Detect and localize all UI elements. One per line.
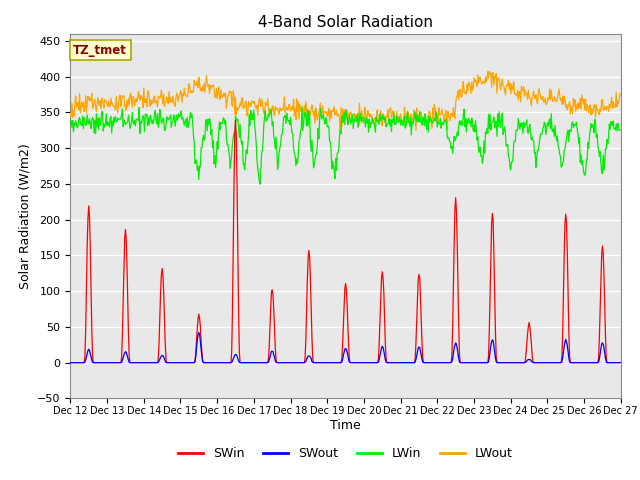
Title: 4-Band Solar Radiation: 4-Band Solar Radiation — [258, 15, 433, 30]
Y-axis label: Solar Radiation (W/m2): Solar Radiation (W/m2) — [19, 143, 32, 289]
Text: TZ_tmet: TZ_tmet — [73, 44, 127, 57]
Legend: SWin, SWout, LWin, LWout: SWin, SWout, LWin, LWout — [173, 442, 518, 465]
X-axis label: Time: Time — [330, 419, 361, 432]
